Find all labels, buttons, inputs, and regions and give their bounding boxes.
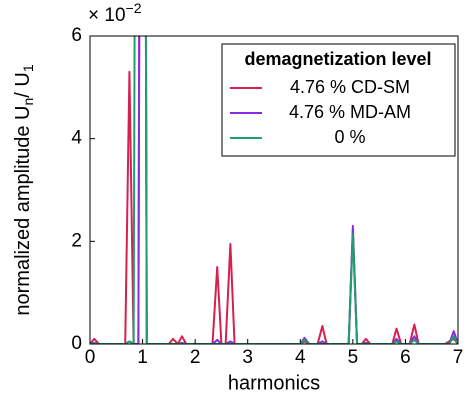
series-line (90, 36, 458, 344)
x-tick-label: 6 (400, 347, 411, 368)
y-tick-label: 6 (71, 25, 82, 46)
legend-label: 4.76 % CD-SM (290, 77, 410, 97)
legend-label: 0 % (334, 127, 365, 147)
y-axis-label: normalized amplitude Un/ U1 (12, 64, 35, 315)
axes-frame (89, 35, 459, 345)
x-tick-label: 2 (190, 347, 201, 368)
axis-multiplier: × 10−2 (88, 0, 142, 26)
y-label-sub: n (20, 98, 36, 106)
y-tick-label: 4 (71, 128, 82, 149)
x-tick-label: 7 (453, 347, 464, 368)
multiplier-base: × 10 (88, 5, 126, 26)
x-tick-label: 1 (137, 347, 148, 368)
x-tick-label: 0 (85, 347, 96, 368)
legend-title: demagnetization level (244, 49, 431, 69)
multiplier-exponent: −2 (126, 0, 142, 16)
y-label-text: normalized amplitude U (12, 106, 34, 316)
y-tick-label: 0 (71, 333, 82, 354)
legend-label: 4.76 % MD-AM (289, 102, 411, 122)
x-tick-label: 3 (242, 347, 253, 368)
series-line (90, 36, 458, 344)
legend: demagnetization level 4.76 % CD-SM 4.76 %… (221, 43, 456, 157)
series-line (90, 36, 458, 344)
x-tick-label: 4 (295, 347, 306, 368)
plot-area (90, 36, 458, 344)
y-label-sub: 1 (20, 64, 36, 72)
x-tick-label: 5 (348, 347, 359, 368)
y-tick-label: 2 (71, 230, 82, 251)
y-label-mid: / U (12, 72, 34, 98)
x-axis-label: harmonics (228, 372, 320, 394)
